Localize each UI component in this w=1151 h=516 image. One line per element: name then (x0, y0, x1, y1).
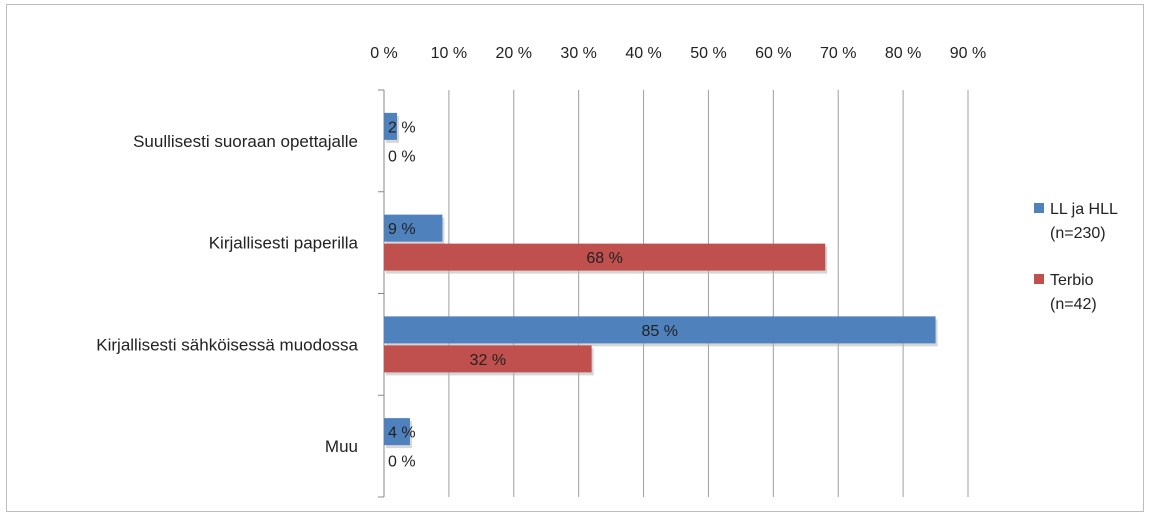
data-label: 68 % (586, 250, 622, 267)
bar (384, 316, 936, 344)
bar (384, 214, 443, 242)
data-label: 2 % (388, 119, 416, 136)
data-labels: 2 % 0 % 9 % 68 % 85 % 32 % 4 % 0 % (388, 119, 678, 470)
x-tick-label: 30 % (560, 45, 596, 62)
category-label: Muu (325, 437, 358, 456)
legend: LL ja HLL (n=230) Terbio (n=42) (1034, 201, 1118, 313)
category-label: Kirjallisesti sähköisessä muodossa (96, 335, 358, 354)
x-tick-label: 50 % (690, 45, 726, 62)
data-label: 85 % (642, 323, 678, 340)
x-tick-label: 40 % (625, 45, 661, 62)
category-label: Kirjallisesti paperilla (209, 234, 359, 253)
legend-label: (n=42) (1050, 296, 1097, 313)
gridlines (378, 89, 969, 498)
legend-label: LL ja HLL (1050, 201, 1118, 218)
legend-swatch (1034, 203, 1044, 213)
category-label: Suullisesti suoraan opettajalle (133, 132, 358, 151)
x-tick-label: 0 % (370, 45, 398, 62)
legend-swatch (1034, 274, 1044, 284)
x-tick-label: 80 % (885, 45, 921, 62)
data-label: 32 % (470, 352, 506, 369)
x-tick-label: 60 % (755, 45, 791, 62)
category-labels: Suullisesti suoraan opettajalle Kirjallis… (96, 132, 358, 456)
legend-label: Terbio (1050, 272, 1094, 289)
data-label: 0 % (388, 454, 416, 471)
bar (384, 243, 826, 271)
data-label: 0 % (388, 148, 416, 165)
bar (384, 418, 410, 446)
x-tick-label: 10 % (431, 45, 467, 62)
bar (384, 112, 397, 140)
x-tick-labels: 0 % 10 % 20 % 30 % 40 % 50 % 60 % 70 % 80 % 90 % (370, 45, 986, 62)
x-tick-label: 70 % (820, 45, 856, 62)
x-tick-label: 20 % (496, 45, 532, 62)
bars (384, 112, 938, 449)
data-label: 4 % (388, 425, 416, 442)
data-label: 9 % (388, 221, 416, 238)
x-tick-label: 90 % (950, 45, 986, 62)
legend-label: (n=230) (1050, 225, 1106, 242)
bar (384, 345, 592, 373)
